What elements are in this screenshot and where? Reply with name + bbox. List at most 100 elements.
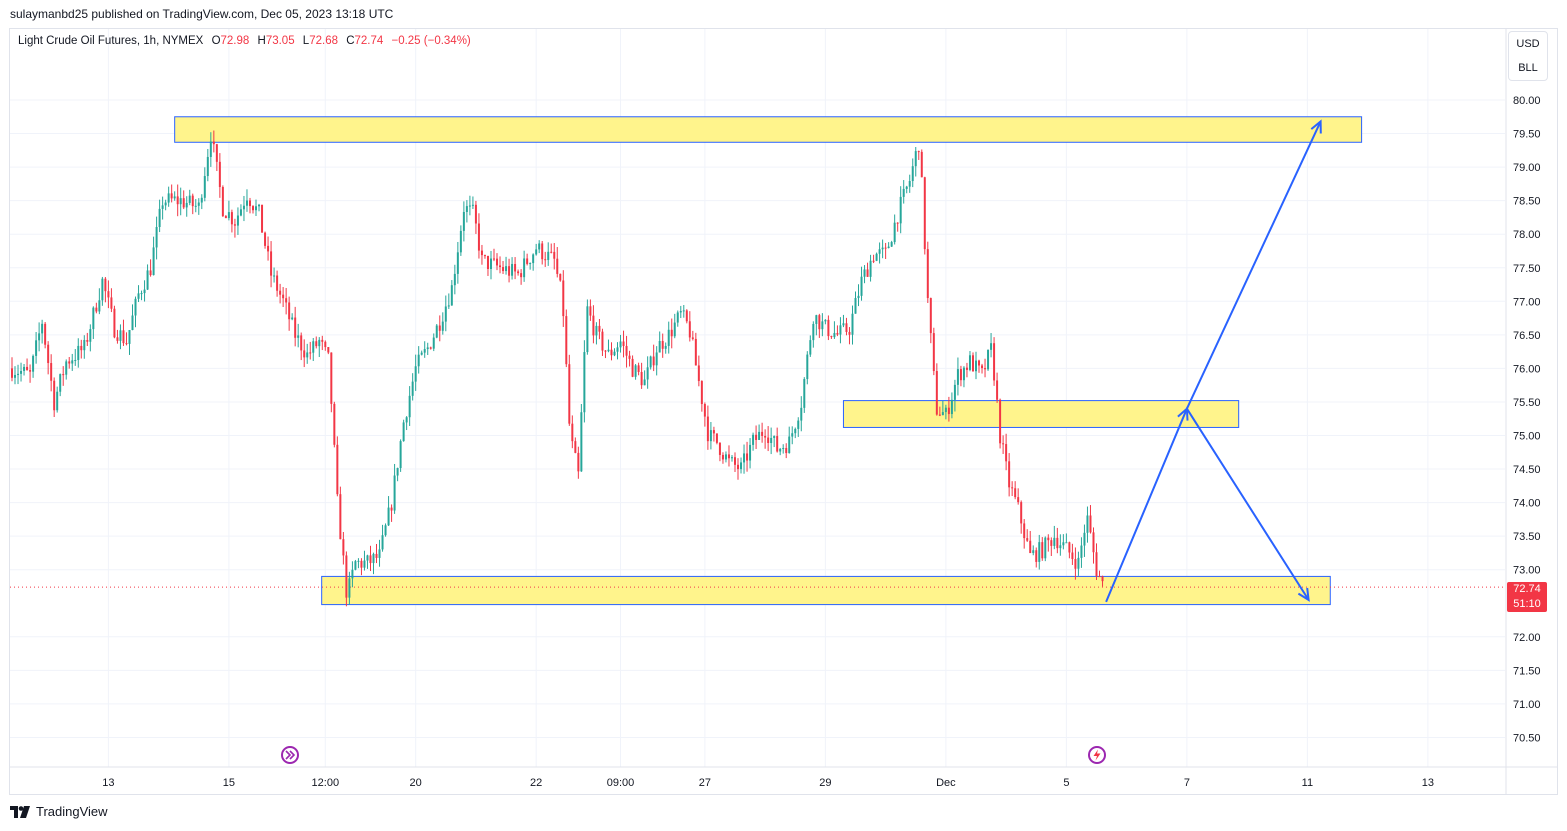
y-tick-label: 71.50 — [1513, 665, 1541, 677]
candle-body — [474, 204, 477, 224]
candle-body — [595, 325, 598, 336]
candle-body — [914, 151, 917, 167]
candle-body — [1053, 537, 1056, 546]
candle-body — [50, 363, 53, 381]
x-tick-label: 29 — [819, 777, 831, 789]
double-chevron-right-icon[interactable] — [281, 746, 299, 764]
candle-body — [1065, 542, 1068, 544]
x-tick-label: 15 — [223, 777, 235, 789]
candle-body — [318, 339, 321, 347]
candle-body — [878, 249, 881, 254]
candle-body — [209, 141, 212, 157]
candle-body — [306, 352, 309, 358]
x-tick-label: 13 — [1422, 777, 1434, 789]
candle-body — [872, 260, 875, 262]
footer-brand[interactable]: TradingView — [10, 804, 108, 819]
candle-body — [628, 355, 631, 359]
candle-body — [357, 560, 360, 562]
candle-body — [423, 349, 426, 353]
candle-body — [947, 407, 950, 415]
candle-body — [1044, 537, 1047, 559]
candle-body — [785, 448, 788, 454]
unit-label[interactable]: BLL — [1518, 62, 1538, 74]
candle-body — [480, 250, 483, 256]
candle-body — [860, 276, 863, 296]
candle-body — [550, 251, 553, 253]
arrow-head-down — [1297, 587, 1310, 602]
candle-body — [619, 341, 622, 348]
currency-unit-selector[interactable]: USD BLL — [1508, 31, 1548, 81]
candle-body — [857, 295, 860, 299]
candle-body — [523, 258, 526, 278]
candle-body — [1035, 550, 1038, 562]
x-tick-label: 20 — [410, 777, 422, 789]
candle-body — [354, 561, 357, 570]
projection-zigzag-line — [1105, 406, 1310, 603]
candle-body — [242, 205, 245, 210]
legend-low-value: 72.68 — [309, 35, 338, 47]
candle-body — [782, 448, 785, 450]
lightning-bolt-icon[interactable] — [1088, 746, 1106, 764]
candle-body — [402, 422, 405, 442]
candle-body — [197, 202, 200, 206]
candle-body — [372, 553, 375, 564]
candle-body — [324, 341, 327, 348]
candle-body — [971, 355, 974, 372]
candle-body — [134, 298, 137, 316]
candle-body — [574, 441, 577, 453]
candle-body — [776, 436, 779, 452]
grid-lines — [10, 29, 1505, 767]
candle-body — [676, 312, 679, 323]
candle-body — [836, 332, 839, 335]
candle-body — [959, 369, 962, 381]
candle-body — [56, 391, 59, 411]
candle-body — [721, 454, 724, 460]
candle-body — [718, 442, 721, 455]
candle-body — [908, 181, 911, 187]
candle-body — [1074, 559, 1077, 569]
projection-upside-line — [1185, 121, 1322, 410]
candle-body — [655, 352, 658, 366]
candle-body — [1101, 576, 1104, 582]
candle-body — [104, 278, 107, 292]
candle-body — [429, 347, 432, 349]
candle-body — [941, 412, 944, 416]
candle-body — [580, 412, 583, 472]
candle-body — [893, 222, 896, 243]
candle-body — [592, 315, 595, 336]
candle-body — [770, 437, 773, 444]
candle-body — [547, 251, 550, 260]
candle-body — [905, 186, 908, 189]
candle-body — [691, 337, 694, 339]
candle-body — [152, 247, 155, 276]
candle-body — [426, 347, 429, 350]
candle-body — [288, 302, 291, 320]
candle-body — [297, 335, 300, 338]
y-tick-label: 72.00 — [1513, 632, 1541, 644]
candle-body — [95, 307, 98, 312]
legend-high-value: 73.05 — [265, 35, 295, 47]
candle-body — [393, 475, 396, 511]
x-tick-label: 5 — [1063, 777, 1069, 789]
candle-body — [538, 243, 541, 250]
candle-body — [300, 335, 303, 351]
candle-body — [89, 329, 92, 342]
bar-countdown: 51:10 — [1513, 598, 1541, 610]
candle-body — [1014, 488, 1017, 498]
candle-body — [444, 306, 447, 322]
candle-body — [1047, 537, 1050, 541]
candle-body — [670, 329, 673, 337]
candle-body — [477, 223, 480, 251]
candle-body — [167, 193, 170, 203]
candle-body — [1017, 497, 1020, 503]
candle-body — [950, 399, 953, 415]
currency-label[interactable]: USD — [1516, 38, 1540, 50]
x-tick-label: 12:00 — [312, 777, 340, 789]
candle-body — [396, 468, 399, 476]
candle-body — [535, 249, 538, 255]
candle-body — [824, 319, 827, 322]
candle-body — [944, 407, 947, 413]
y-tick-label: 73.50 — [1513, 531, 1541, 543]
candle-body — [806, 354, 809, 380]
